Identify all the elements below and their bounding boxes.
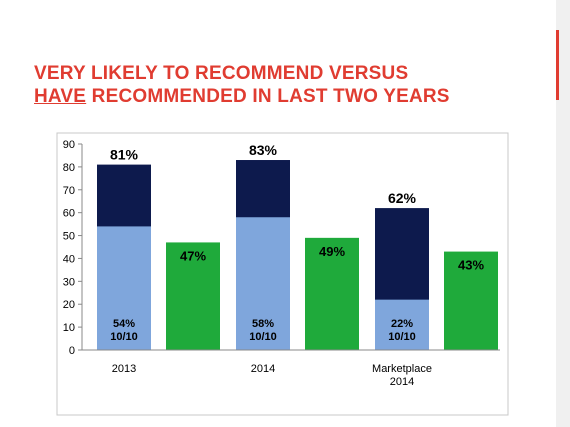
y-tick-label: 10 [63, 322, 75, 334]
bar-green [444, 251, 498, 350]
x-tick-label: Marketplace [372, 363, 432, 375]
title-line-1: VERY LIKELY TO RECOMMEND VERSUS [34, 63, 409, 84]
chart-frame [56, 132, 509, 416]
green-label: 43% [458, 258, 484, 273]
data-labels: 81%54%10/1047%83%58%10/1049%62%22%10/104… [110, 142, 484, 343]
bar-base [375, 299, 429, 350]
bars [97, 160, 498, 350]
y-tick-label: 40 [63, 253, 75, 265]
base-label: 22% [391, 318, 413, 330]
base-sublabel: 10/10 [388, 331, 416, 343]
total-label: 83% [249, 142, 278, 158]
y-tick-label: 70 [63, 185, 75, 197]
title-line-2: RECOMMENDED IN LAST TWO YEARS [86, 86, 450, 107]
y-tick-label: 30 [63, 276, 75, 288]
accent-stripe [556, 30, 559, 100]
y-tick-label: 90 [63, 139, 75, 151]
y-tick-label: 80 [63, 162, 75, 174]
y-axis: 0 10 20 30 40 50 60 70 80 90 [63, 139, 83, 357]
total-label: 81% [110, 147, 139, 163]
x-tick-label: 2014 [251, 363, 275, 375]
base-label: 58% [252, 318, 274, 330]
y-tick-label: 20 [63, 299, 75, 311]
total-label: 62% [388, 190, 417, 206]
y-tick-label: 0 [69, 345, 75, 357]
x-tick-label: 2013 [112, 363, 136, 375]
slide-title: VERY LIKELY TO RECOMMEND VERSUS HAVE REC… [34, 62, 450, 108]
bar-green [166, 242, 220, 350]
accent-bar [556, 0, 570, 427]
x-tick-label: 2014 [390, 376, 414, 388]
base-sublabel: 10/10 [110, 331, 138, 343]
y-tick-label: 60 [63, 208, 75, 220]
bar-base [97, 226, 151, 350]
title-emphasis: HAVE [34, 86, 87, 107]
bar-green [305, 237, 359, 350]
bar-base [236, 217, 290, 350]
y-tick-label: 50 [63, 231, 75, 243]
base-sublabel: 10/10 [249, 331, 277, 343]
green-label: 49% [319, 244, 345, 259]
base-label: 54% [113, 318, 135, 330]
green-label: 47% [180, 248, 206, 263]
